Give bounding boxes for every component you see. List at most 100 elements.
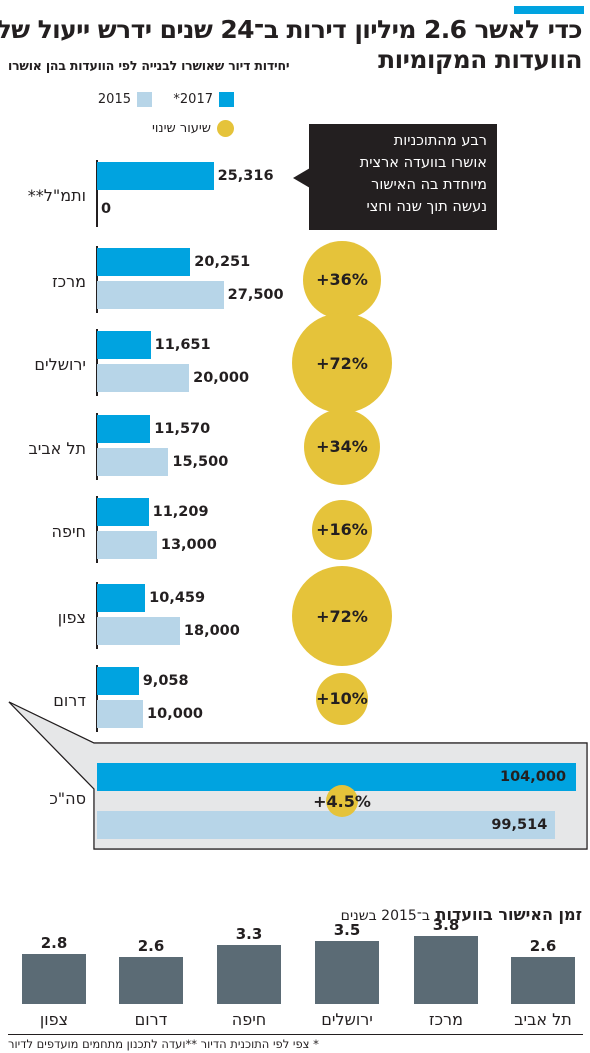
duration-bar xyxy=(511,957,575,1004)
legend-dot-change xyxy=(217,120,234,137)
category-label: ותמ"ל** xyxy=(27,186,86,205)
bar-2015 xyxy=(97,364,190,392)
change-label: +16% xyxy=(316,520,368,540)
bar-2017 xyxy=(97,331,151,359)
category-label: מרכז xyxy=(52,272,86,291)
total-label: סה"כ xyxy=(49,789,86,808)
duration-bar xyxy=(22,953,86,1004)
duration-category-label: מרכז xyxy=(429,1010,463,1029)
change-bubble: +72% xyxy=(292,313,392,413)
callout-line: נעשה תוך שנה וחצי xyxy=(366,199,487,215)
duration-bar xyxy=(315,941,379,1004)
value-label-2017: 20,251 xyxy=(194,254,251,270)
value-label-2015: 27,500 xyxy=(227,287,284,303)
duration-category-label: תל אביב xyxy=(514,1010,572,1029)
bar-2015 xyxy=(97,700,144,728)
value-label-2017: 11,209 xyxy=(152,504,209,520)
value-label-2017: 25,316 xyxy=(217,168,274,184)
value-label-2015: 10,000 xyxy=(147,706,204,722)
category-label: דרום xyxy=(53,691,86,710)
change-bubble: +36% xyxy=(303,241,381,319)
callout-arrow xyxy=(293,168,310,188)
change-bubble: +16% xyxy=(312,500,372,560)
category-axis-line xyxy=(96,160,98,227)
change-label: +10% xyxy=(316,689,368,709)
total-bar-2015 xyxy=(97,811,556,839)
legend-swatch-2015 xyxy=(137,92,152,107)
top-accent-bar xyxy=(514,6,584,14)
total-change-bubble: +4.5% xyxy=(313,785,371,817)
category-label: חיפה xyxy=(51,522,86,541)
duration-bar xyxy=(217,944,281,1004)
change-bubble: +34% xyxy=(303,408,381,486)
value-label-2017: 11,651 xyxy=(154,337,211,353)
page-title: כדי לאשר 2.6 מיליון דירות ב־24 שנים ידרש… xyxy=(0,15,583,44)
value-label-2017: 10,459 xyxy=(149,590,206,606)
duration-value-label: 3.8 xyxy=(432,916,460,934)
value-label-2017: 11,570 xyxy=(154,421,211,437)
value-label-2017: 9,058 xyxy=(142,673,189,689)
category-axis-line xyxy=(96,496,98,563)
duration-value-label: 2.6 xyxy=(529,937,557,956)
legend-label-change: שיעור שינוי xyxy=(151,121,211,136)
bar-2017 xyxy=(97,415,151,443)
callout-box: רבע מהתוכניות אושרו בוועדה ארצית מיוחדת … xyxy=(309,124,497,230)
bar-2015 xyxy=(97,281,224,309)
callout-line: אושרו בוועדה ארצית xyxy=(359,155,487,171)
bar-2017 xyxy=(97,162,214,190)
change-bubble: +72% xyxy=(292,566,392,666)
bar-2015 xyxy=(97,531,157,559)
change-label: +72% xyxy=(316,353,368,373)
category-label: ירושלים xyxy=(34,355,86,374)
duration-category-label: דרום xyxy=(134,1010,168,1029)
duration-category-label: צפון xyxy=(39,1010,69,1029)
category-axis-line xyxy=(96,413,98,480)
category-axis-line xyxy=(96,582,98,649)
legend-label-2017: 2017* xyxy=(173,92,213,107)
duration-title-sub: ב־2015 בשנים xyxy=(340,908,430,924)
duration-bar xyxy=(119,957,183,1004)
bar-2017 xyxy=(97,498,149,526)
category-axis-line xyxy=(96,665,98,732)
category-label: צפון xyxy=(57,608,86,627)
page-title-line2: הוועדות המקומיות xyxy=(378,45,582,74)
duration-value-label: 2.8 xyxy=(40,933,68,952)
value-label-2015: 0 xyxy=(101,201,112,217)
total-value-2015: 99,514 xyxy=(491,817,548,833)
duration-title-main: זמן האישור בוועדות xyxy=(435,905,582,924)
legend-2017: 2017* xyxy=(173,92,234,107)
callout-line: רבע מהתוכניות xyxy=(393,133,487,149)
change-label: +36% xyxy=(316,270,368,290)
total-value-2017: 104,000 xyxy=(500,769,567,785)
legend-2015: 2015 xyxy=(98,92,152,107)
change-label: +34% xyxy=(316,437,368,457)
value-label-2015: 20,000 xyxy=(193,370,250,386)
duration-chart-title: זמן האישור בוועדות ב־2015 בשנים xyxy=(341,905,582,924)
footnote: * צפי לפי התוכנית הדיור **ועדה לתכנון מת… xyxy=(8,1037,319,1051)
baseline xyxy=(8,1034,583,1035)
change-label: +72% xyxy=(316,606,368,626)
duration-value-label: 2.6 xyxy=(137,937,165,956)
legend-label-2015: 2015 xyxy=(97,92,131,107)
value-label-2015: 15,500 xyxy=(172,454,229,470)
legend-change: שיעור שינוי xyxy=(152,120,234,137)
duration-category-label: ירושלים xyxy=(321,1010,373,1029)
bar-2017 xyxy=(97,584,146,612)
bar-2017 xyxy=(97,667,139,695)
category-label: תל אביב xyxy=(28,439,86,458)
total-change-label: +4.5% xyxy=(313,791,371,811)
category-axis-line xyxy=(96,246,98,313)
callout-line: מיוחדת בה האישור xyxy=(371,177,487,193)
legend-swatch-2017 xyxy=(219,92,234,107)
duration-value-label: 3.5 xyxy=(333,921,361,940)
bar-2015 xyxy=(97,448,169,476)
bar-2015 xyxy=(97,617,180,645)
page-subtitle: יחידות דיור שאושרו לבנייה לפי הוועדות בה… xyxy=(8,58,290,73)
duration-category-label: חיפה xyxy=(231,1010,267,1029)
change-bubble: +10% xyxy=(315,672,369,726)
bar-2017 xyxy=(97,248,191,276)
category-axis-line xyxy=(96,329,98,396)
duration-value-label: 3.3 xyxy=(235,924,263,943)
value-label-2015: 13,000 xyxy=(160,537,217,553)
value-label-2015: 18,000 xyxy=(183,623,240,639)
